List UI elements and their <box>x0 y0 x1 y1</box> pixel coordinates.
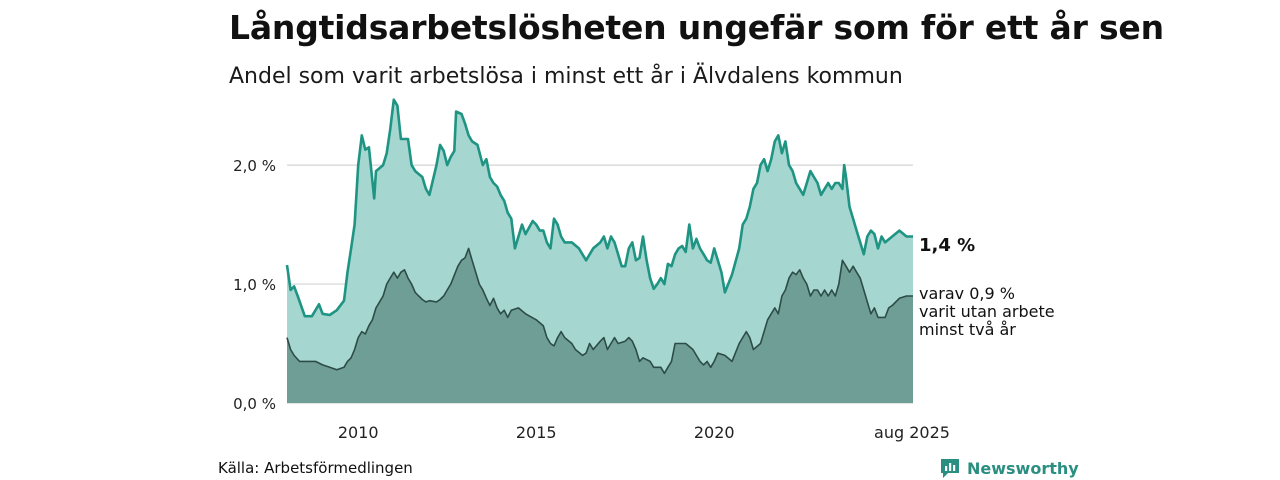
series-areas <box>287 100 913 403</box>
x-tick-label: 2010 <box>338 423 379 442</box>
x-tick-label: 2015 <box>516 423 557 442</box>
end-label-total: 1,4 % <box>919 235 975 256</box>
source-note: Källa: Arbetsförmedlingen <box>218 459 413 477</box>
y-tick-label: 0,0 % <box>233 395 276 413</box>
newsworthy-logo-text: Newsworthy <box>967 459 1079 478</box>
y-tick-label: 2,0 % <box>233 157 276 175</box>
x-tick-label: 2020 <box>694 423 735 442</box>
end-label-long-line: varav 0,9 % <box>919 284 1015 303</box>
x-axis-ticks: 2010 2015 2020 aug 2025 <box>338 423 950 442</box>
x-tick-label: aug 2025 <box>874 423 950 442</box>
y-axis-ticks: 0,0 % 1,0 % 2,0 % <box>233 157 276 413</box>
area-chart: 0,0 % 1,0 % 2,0 % 2010 2015 2020 aug 2025 1,4… <box>0 0 1280 480</box>
y-tick-label: 1,0 % <box>233 276 276 294</box>
newsworthy-logo-icon <box>939 457 961 479</box>
newsworthy-logo[interactable]: Newsworthy <box>939 457 1079 479</box>
end-label-long-line: minst två år <box>919 320 1016 339</box>
end-label-long-line: varit utan arbete <box>919 302 1055 321</box>
